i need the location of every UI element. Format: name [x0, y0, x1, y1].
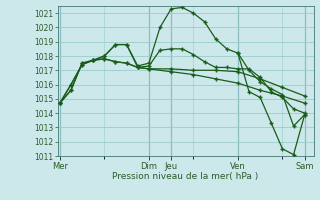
X-axis label: Pression niveau de la mer( hPa ): Pression niveau de la mer( hPa ) — [112, 172, 259, 181]
